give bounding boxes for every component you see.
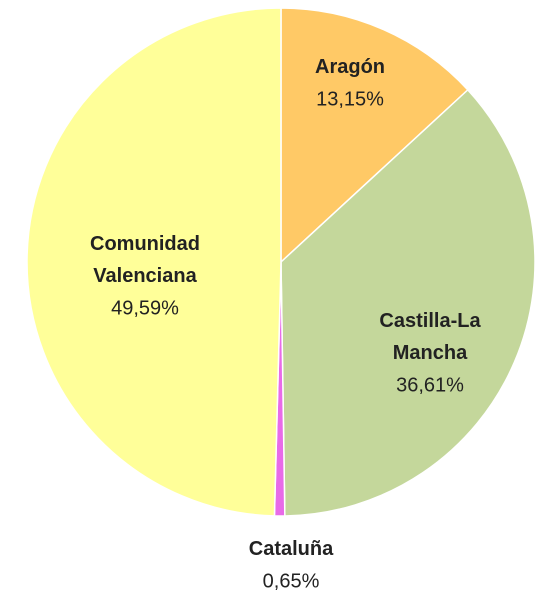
slice-value-label: 49,59% (111, 297, 179, 319)
slice-value-label: 36,61% (396, 374, 464, 396)
label-line: Aragón (315, 56, 385, 78)
slice-category-label: Cataluña (249, 538, 334, 560)
slice-value-label: 0,65% (263, 570, 320, 592)
label-line: Castilla-La (379, 310, 481, 332)
pie-slice (280, 7, 469, 264)
slice-category-label: Comunidad Valenciana (90, 233, 200, 287)
label-line: Mancha (393, 342, 468, 364)
label-line: Valenciana (93, 265, 197, 287)
label-line: Cataluña (249, 538, 334, 560)
pie-slice (280, 88, 536, 517)
slice-value-label: 13,15% (316, 88, 384, 110)
slice-category-label: Aragón (315, 56, 385, 78)
slice-category-label: Castilla-La Mancha (379, 310, 481, 364)
label-line: Comunidad (90, 233, 200, 255)
pie-slice (26, 7, 282, 517)
